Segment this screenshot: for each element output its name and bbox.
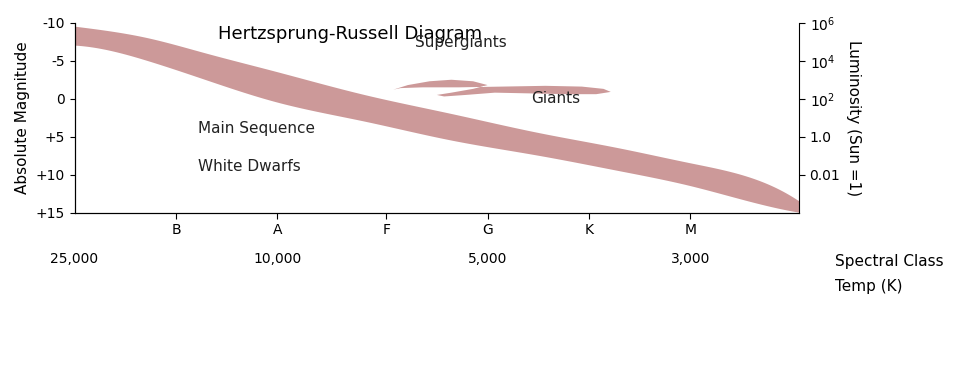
Text: 5,000: 5,000 [468, 251, 507, 266]
Text: Giants: Giants [531, 91, 580, 106]
Y-axis label: Absolute Magnitude: Absolute Magnitude [15, 41, 30, 194]
Polygon shape [394, 80, 611, 97]
Text: 25,000: 25,000 [51, 251, 99, 266]
Text: 10,000: 10,000 [253, 251, 301, 266]
Text: Supergiants: Supergiants [415, 35, 507, 50]
Text: Spectral Class: Spectral Class [835, 254, 944, 269]
Text: Temp (K): Temp (K) [835, 279, 903, 294]
Y-axis label: Luminosity (Sun =1): Luminosity (Sun =1) [846, 40, 861, 196]
Text: Main Sequence: Main Sequence [198, 121, 315, 136]
Text: White Dwarfs: White Dwarfs [198, 159, 300, 174]
Text: Hertzsprung-Russell Diagram: Hertzsprung-Russell Diagram [218, 25, 482, 43]
Polygon shape [75, 26, 799, 213]
Text: 3,000: 3,000 [671, 251, 710, 266]
